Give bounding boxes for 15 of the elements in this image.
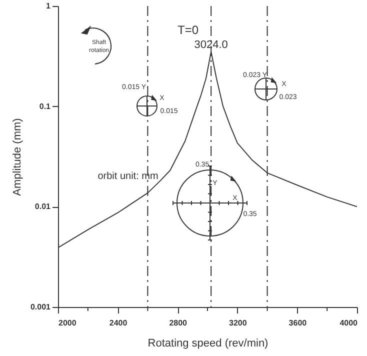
annotation: orbit unit: mm: [98, 171, 158, 182]
y-tick-label: 0.1: [39, 102, 52, 111]
x-axis-title: Rotating speed (rev/min): [148, 338, 268, 350]
x-tick-label: 2000: [58, 318, 77, 328]
x-tick-label: 3200: [229, 318, 248, 328]
x-tick-label: 2400: [109, 318, 128, 328]
y-axis-title: Amplitude (mm): [11, 118, 24, 196]
x-tick-label: 2800: [169, 318, 188, 328]
annotation: T=0: [177, 23, 199, 37]
x-tick-label: 4000: [340, 318, 358, 328]
ref-line-label: 3024.0: [194, 39, 228, 51]
y-tick-label: 0.01: [34, 202, 52, 212]
y-tick-label: 1: [46, 2, 52, 10]
y-tick-label: 0.001: [30, 302, 52, 312]
x-tick-label: 3600: [288, 318, 308, 328]
